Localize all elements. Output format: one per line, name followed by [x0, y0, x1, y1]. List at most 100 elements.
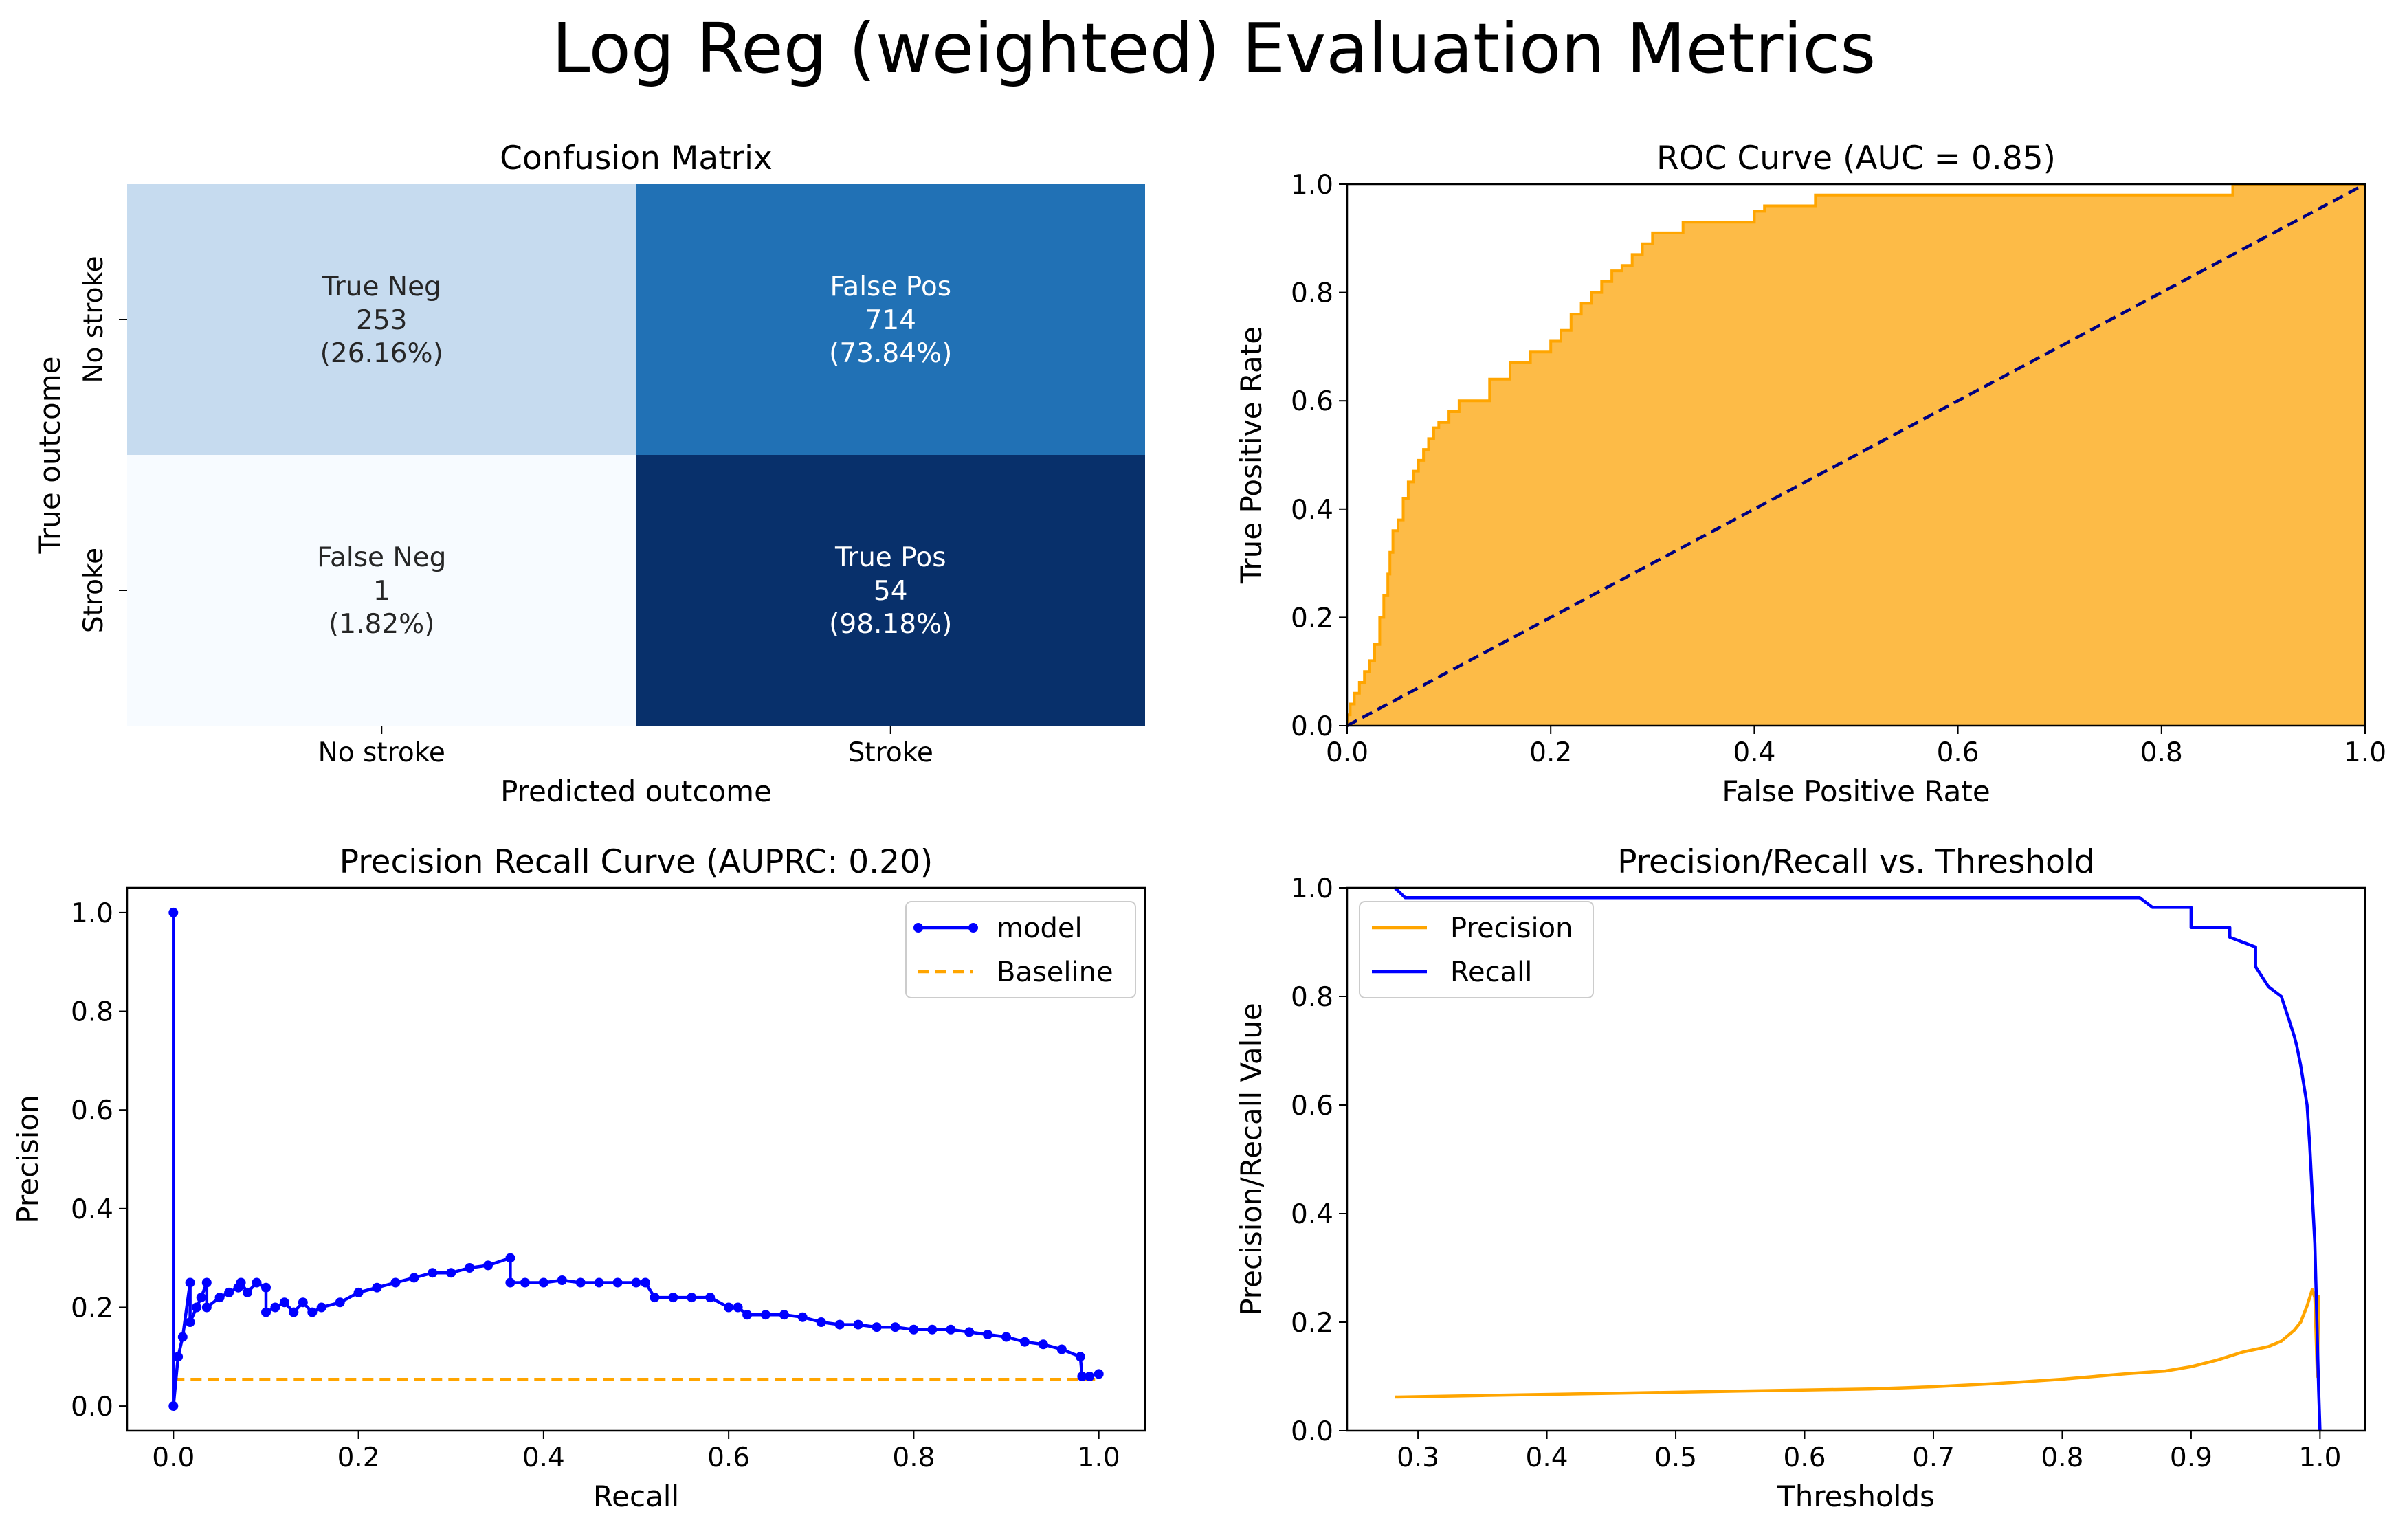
legend-precision-label: Precision [1450, 913, 1573, 944]
cm-cell-count: 54 [874, 576, 908, 607]
roc-diagonal [1346, 183, 2366, 727]
cm-cell-percent: (73.84%) [829, 338, 952, 369]
y-tick-label: 1.0 [1291, 170, 1333, 201]
model-point [307, 1307, 318, 1317]
model-point [724, 1302, 734, 1313]
model-point [224, 1287, 234, 1297]
x-tick-label: 0.0 [1326, 737, 1368, 768]
y-tick-label: 0.2 [1291, 1308, 1333, 1339]
model-point [196, 1293, 206, 1303]
x-tick-label: No stroke [318, 737, 445, 768]
model-point [631, 1277, 641, 1288]
model-point [185, 1277, 195, 1288]
axes-frame [126, 886, 1146, 1432]
model-point [946, 1324, 956, 1335]
model-point [214, 1293, 225, 1303]
model-point [816, 1317, 826, 1327]
x-tick-label: 1.0 [2344, 737, 2386, 768]
model-point [201, 1302, 212, 1313]
model-point [289, 1307, 299, 1317]
model-point [261, 1307, 271, 1317]
roc-panel: 0.0 0.2 0.4 0.6 0.8 1.0 0.0 0.2 0.4 0.6 0.8 1.0 ROC … [1234, 140, 2386, 808]
model-point [465, 1263, 475, 1273]
cm-cell-percent: (98.18%) [829, 609, 952, 640]
x-axis-title: False Positive Rate [1722, 774, 1990, 808]
model-point [834, 1319, 845, 1330]
legend-box [905, 901, 1136, 998]
x-axis-title: Predicted outcome [500, 774, 772, 808]
cm-cell-label: True Pos [834, 542, 946, 573]
model-point [236, 1277, 246, 1288]
model-point [733, 1302, 743, 1313]
cm-cell-percent: (1.82%) [329, 609, 434, 640]
cm-cell-count: 253 [356, 305, 407, 336]
x-tick-label: 0.2 [337, 1442, 380, 1473]
model-point [252, 1277, 262, 1288]
y-axis-title: Precision/Recall Value [1234, 1003, 1268, 1316]
model-point [261, 1282, 271, 1293]
model-point [520, 1277, 530, 1288]
model-point [538, 1277, 548, 1288]
model-point [173, 1352, 184, 1362]
x-tick-label: 0.5 [1654, 1442, 1697, 1473]
model-point [1020, 1337, 1030, 1347]
model-point [594, 1277, 604, 1288]
model-point [797, 1312, 808, 1322]
axes-frame [1346, 183, 2366, 727]
model-point [909, 1324, 919, 1335]
model-point [761, 1310, 770, 1320]
y-tick-label: 0.2 [71, 1293, 113, 1324]
x-tick-label: 0.8 [2041, 1442, 2083, 1473]
model-point [650, 1293, 660, 1303]
model-point [185, 1317, 195, 1327]
cm-cell-label: False Pos [830, 271, 951, 302]
panel-title: Precision/Recall vs. Threshold [1617, 843, 2095, 881]
model-point [927, 1324, 938, 1335]
model-point [1085, 1372, 1095, 1381]
model-point [446, 1268, 456, 1278]
y-tick-label: No stroke [78, 256, 109, 383]
y-tick-label: 0.8 [71, 997, 113, 1028]
model-point [641, 1277, 650, 1288]
model-point [890, 1322, 900, 1332]
x-tick-label: 0.3 [1397, 1442, 1439, 1473]
cm-cell-percent: (26.16%) [320, 338, 443, 369]
x-tick-label: 0.0 [152, 1442, 195, 1473]
precision-recall-panel: 0.0 0.2 0.4 0.6 0.8 1.0 0.0 0.2 0.4 0.6 0.8 1.0 Prec… [11, 843, 1146, 1513]
model-point [1056, 1344, 1067, 1354]
y-tick-label: 0.8 [1291, 278, 1333, 309]
x-tick-label: 1.0 [1078, 1442, 1120, 1473]
legend-recall-label: Recall [1450, 957, 1532, 988]
x-axis-title: Recall [593, 1480, 679, 1513]
threshold-panel: 0.3 0.4 0.5 0.6 0.7 0.8 0.9 1.0 0.0 0.2 0.4 0.6 0.8 1… [1234, 843, 2366, 1513]
y-tick-label: 0.6 [1291, 386, 1333, 417]
cm-cell-label: True Neg [322, 271, 441, 302]
y-tick-label: Stroke [78, 548, 109, 633]
axes-frame [1346, 886, 2366, 1432]
model-point [983, 1330, 993, 1339]
x-tick-label: 0.6 [1783, 1442, 1826, 1473]
precision-line [1395, 1288, 2320, 1399]
model-point [872, 1322, 882, 1332]
x-tick-label: 0.6 [1937, 737, 1979, 768]
model-point [177, 1332, 188, 1342]
cm-cell-count: 1 [373, 576, 390, 607]
x-tick-label: 0.4 [1733, 737, 1775, 768]
cm-cell-count: 714 [865, 305, 916, 336]
model-point [575, 1277, 586, 1288]
model-point [1077, 1372, 1087, 1381]
y-tick-label: 1.0 [71, 898, 113, 929]
model-point [243, 1287, 252, 1297]
model-point [964, 1327, 975, 1337]
y-tick-label: 0.6 [1291, 1091, 1333, 1121]
panel-title: ROC Curve (AUC = 0.85) [1656, 140, 2056, 177]
y-tick-label: 0.4 [1291, 1199, 1333, 1230]
model-point [279, 1297, 289, 1308]
model-point [687, 1293, 697, 1303]
model-point [335, 1297, 345, 1308]
x-tick-label: 0.8 [2140, 737, 2183, 768]
cm-cell [636, 455, 1145, 726]
x-tick-label: 0.8 [892, 1442, 935, 1473]
legend-box [1359, 901, 1594, 998]
